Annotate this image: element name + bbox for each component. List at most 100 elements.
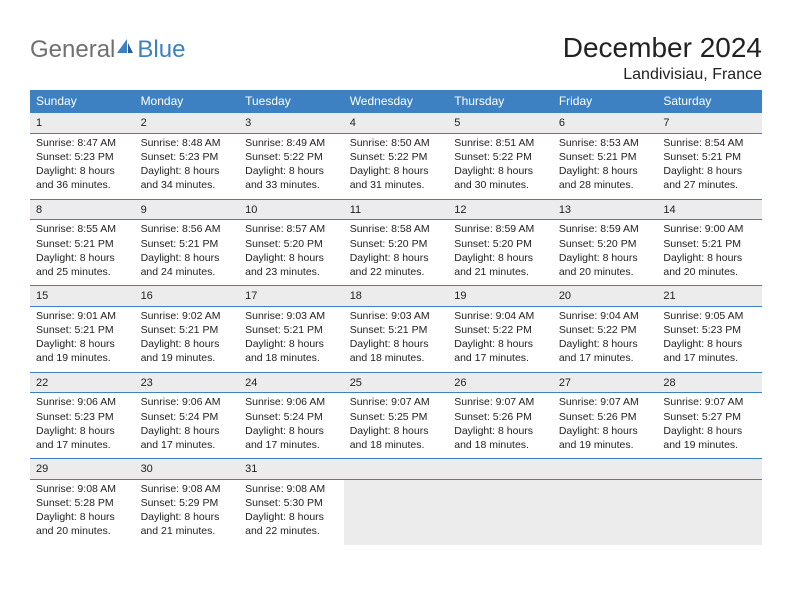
daylight-line-1: Daylight: 8 hours	[663, 424, 756, 438]
sunset-line: Sunset: 5:21 PM	[36, 237, 129, 251]
sunrise-line: Sunrise: 8:54 AM	[663, 136, 756, 150]
sunset-line: Sunset: 5:21 PM	[559, 150, 652, 164]
daylight-line-2: and 36 minutes.	[36, 178, 129, 192]
day-detail-cell: Sunrise: 8:49 AMSunset: 5:22 PMDaylight:…	[239, 133, 344, 199]
daylight-line-1: Daylight: 8 hours	[245, 337, 338, 351]
day-number-cell: 12	[448, 199, 553, 220]
day-number-cell: 8	[30, 199, 135, 220]
day-detail-cell: Sunrise: 9:01 AMSunset: 5:21 PMDaylight:…	[30, 306, 135, 372]
day-number-cell: 6	[553, 113, 658, 134]
sunset-line: Sunset: 5:21 PM	[663, 150, 756, 164]
day-detail-cell: Sunrise: 8:55 AMSunset: 5:21 PMDaylight:…	[30, 220, 135, 286]
sunset-line: Sunset: 5:21 PM	[141, 323, 234, 337]
sunrise-line: Sunrise: 8:57 AM	[245, 222, 338, 236]
sunrise-line: Sunrise: 9:03 AM	[245, 309, 338, 323]
day-number-cell: 20	[553, 286, 658, 307]
sunrise-line: Sunrise: 9:07 AM	[559, 395, 652, 409]
sunset-line: Sunset: 5:22 PM	[245, 150, 338, 164]
sunset-line: Sunset: 5:23 PM	[36, 150, 129, 164]
daylight-line-1: Daylight: 8 hours	[245, 510, 338, 524]
sunrise-line: Sunrise: 9:07 AM	[350, 395, 443, 409]
day-detail-cell: Sunrise: 8:59 AMSunset: 5:20 PMDaylight:…	[448, 220, 553, 286]
daylight-line-2: and 28 minutes.	[559, 178, 652, 192]
daylight-line-1: Daylight: 8 hours	[245, 424, 338, 438]
daylight-line-2: and 33 minutes.	[245, 178, 338, 192]
sunrise-line: Sunrise: 8:49 AM	[245, 136, 338, 150]
daylight-line-1: Daylight: 8 hours	[663, 337, 756, 351]
day-number-row: 1234567	[30, 113, 762, 134]
sunset-line: Sunset: 5:21 PM	[663, 237, 756, 251]
day-detail-cell: Sunrise: 8:59 AMSunset: 5:20 PMDaylight:…	[553, 220, 658, 286]
sunset-line: Sunset: 5:27 PM	[663, 410, 756, 424]
day-number-cell: 1	[30, 113, 135, 134]
day-detail-row: Sunrise: 8:47 AMSunset: 5:23 PM Daylight:…	[30, 133, 762, 199]
weekday-header: Wednesday	[344, 90, 449, 113]
day-number-cell: 15	[30, 286, 135, 307]
sunset-line: Sunset: 5:22 PM	[559, 323, 652, 337]
weekday-header: Friday	[553, 90, 658, 113]
daylight-line-2: and 24 minutes.	[141, 265, 234, 279]
daylight-line-2: and 18 minutes.	[350, 351, 443, 365]
day-detail-cell: Sunrise: 9:02 AMSunset: 5:21 PMDaylight:…	[135, 306, 240, 372]
logo-word-blue: Blue	[137, 36, 185, 64]
day-number-cell: 10	[239, 199, 344, 220]
sunset-line: Sunset: 5:21 PM	[141, 237, 234, 251]
location-label: Landivisiau, France	[563, 66, 762, 84]
sunrise-line: Sunrise: 8:59 AM	[454, 222, 547, 236]
daylight-line-2: and 17 minutes.	[141, 438, 234, 452]
daylight-line-2: and 20 minutes.	[663, 265, 756, 279]
day-number-cell: 16	[135, 286, 240, 307]
day-number-cell: 22	[30, 372, 135, 393]
daylight-line-1: Daylight: 8 hours	[454, 164, 547, 178]
sunset-line: Sunset: 5:26 PM	[559, 410, 652, 424]
day-number-cell: 30	[135, 459, 240, 480]
day-detail-cell: Sunrise: 8:53 AMSunset: 5:21 PMDaylight:…	[553, 133, 658, 199]
day-number-cell: 21	[657, 286, 762, 307]
header: General Blue December 2024 Landivisiau, …	[30, 32, 762, 84]
sunset-line: Sunset: 5:21 PM	[245, 323, 338, 337]
daylight-line-2: and 22 minutes.	[350, 265, 443, 279]
day-number-cell: 26	[448, 372, 553, 393]
daylight-line-2: and 25 minutes.	[36, 265, 129, 279]
daylight-line-1: Daylight: 8 hours	[36, 424, 129, 438]
day-detail-cell: Sunrise: 8:48 AMSunset: 5:23 PMDaylight:…	[135, 133, 240, 199]
daylight-line-2: and 21 minutes.	[141, 524, 234, 538]
logo: General Blue	[30, 32, 185, 64]
daylight-line-1: Daylight: 8 hours	[141, 424, 234, 438]
daylight-line-1: Daylight: 8 hours	[559, 337, 652, 351]
day-number-cell: 14	[657, 199, 762, 220]
day-detail-cell: Sunrise: 9:08 AMSunset: 5:29 PMDaylight:…	[135, 479, 240, 544]
weekday-header: Tuesday	[239, 90, 344, 113]
sunrise-line: Sunrise: 8:47 AM	[36, 136, 129, 150]
weekday-header: Saturday	[657, 90, 762, 113]
day-detail-cell: Sunrise: 8:47 AMSunset: 5:23 PMDaylight:…	[30, 133, 135, 199]
day-number-cell: 27	[553, 372, 658, 393]
day-detail-cell: Sunrise: 9:03 AMSunset: 5:21 PMDaylight:…	[239, 306, 344, 372]
daylight-line-1: Daylight: 8 hours	[454, 251, 547, 265]
daylight-line-1: Daylight: 8 hours	[663, 164, 756, 178]
sunrise-line: Sunrise: 9:07 AM	[454, 395, 547, 409]
day-number-cell: 4	[344, 113, 449, 134]
day-detail-cell: Sunrise: 8:51 AMSunset: 5:22 PMDaylight:…	[448, 133, 553, 199]
sunrise-line: Sunrise: 9:08 AM	[141, 482, 234, 496]
sunrise-line: Sunrise: 9:06 AM	[245, 395, 338, 409]
sunset-line: Sunset: 5:20 PM	[245, 237, 338, 251]
sunrise-line: Sunrise: 9:04 AM	[559, 309, 652, 323]
day-detail-cell: Sunrise: 9:07 AMSunset: 5:25 PMDaylight:…	[344, 393, 449, 459]
sunrise-line: Sunrise: 8:56 AM	[141, 222, 234, 236]
sunrise-line: Sunrise: 8:51 AM	[454, 136, 547, 150]
sunrise-line: Sunrise: 8:50 AM	[350, 136, 443, 150]
sunset-line: Sunset: 5:30 PM	[245, 496, 338, 510]
daylight-line-2: and 23 minutes.	[245, 265, 338, 279]
sunrise-line: Sunrise: 9:06 AM	[141, 395, 234, 409]
sunrise-line: Sunrise: 9:00 AM	[663, 222, 756, 236]
sunrise-line: Sunrise: 9:01 AM	[36, 309, 129, 323]
logo-text: General	[30, 36, 135, 64]
day-detail-cell: Sunrise: 9:06 AMSunset: 5:24 PMDaylight:…	[135, 393, 240, 459]
sunrise-line: Sunrise: 9:06 AM	[36, 395, 129, 409]
day-detail-cell	[657, 479, 762, 544]
daylight-line-2: and 17 minutes.	[454, 351, 547, 365]
daylight-line-2: and 18 minutes.	[245, 351, 338, 365]
sunset-line: Sunset: 5:24 PM	[245, 410, 338, 424]
sunrise-line: Sunrise: 9:08 AM	[245, 482, 338, 496]
